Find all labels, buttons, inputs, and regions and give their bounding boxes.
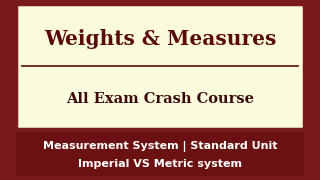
FancyBboxPatch shape (16, 4, 304, 129)
Text: Imperial VS Metric system: Imperial VS Metric system (78, 159, 242, 169)
FancyBboxPatch shape (16, 132, 304, 176)
Text: Measurement System | Standard Unit: Measurement System | Standard Unit (43, 141, 277, 152)
Text: All Exam Crash Course: All Exam Crash Course (66, 92, 254, 106)
Text: Weights & Measures: Weights & Measures (44, 29, 276, 49)
